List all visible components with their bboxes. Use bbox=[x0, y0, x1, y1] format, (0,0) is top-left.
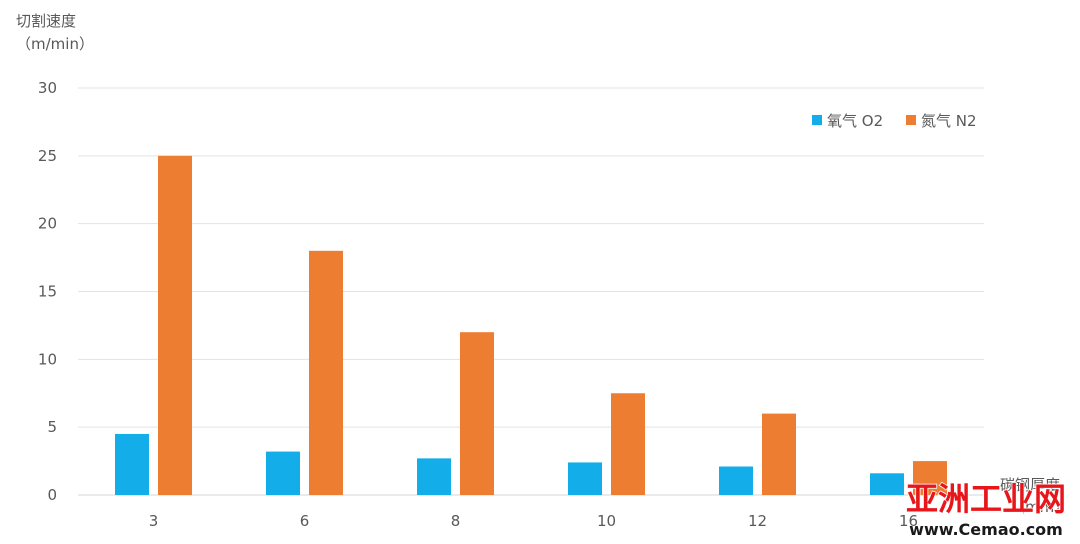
bar-o2-3 bbox=[115, 433, 149, 495]
bars bbox=[115, 155, 947, 496]
y-axis-ticks: 0 5 10 15 20 25 30 bbox=[38, 79, 57, 504]
bar-n2-6 bbox=[309, 250, 343, 495]
x-tick-label: 16 bbox=[899, 512, 918, 530]
legend-swatch-n2 bbox=[906, 115, 916, 125]
x-tick-label: 3 bbox=[149, 512, 159, 530]
watermark-url-text: www.Cemao.com bbox=[909, 520, 1063, 539]
bar-n2-16 bbox=[913, 461, 947, 495]
bar-o2-10 bbox=[568, 462, 602, 495]
x-axis-ticks: 3 6 8 10 12 16 bbox=[149, 512, 918, 530]
legend-label-n2: 氮气 N2 bbox=[921, 112, 977, 130]
legend-swatch-o2 bbox=[812, 115, 822, 125]
bar-n2-12 bbox=[762, 413, 796, 495]
y-axis-title-line1: 切割速度 bbox=[16, 12, 76, 30]
y-tick-label: 10 bbox=[38, 350, 57, 368]
bar-o2-8 bbox=[417, 458, 451, 495]
gridlines bbox=[78, 87, 984, 496]
x-axis-title-line2: （mm） bbox=[1010, 498, 1069, 516]
bar-o2-6 bbox=[266, 451, 300, 495]
legend: 氧气 O2 氮气 N2 bbox=[812, 112, 977, 130]
watermark-main-text: 亚洲工业网 bbox=[906, 480, 1066, 518]
bar-n2-3 bbox=[158, 155, 192, 496]
legend-label-o2: 氧气 O2 bbox=[827, 112, 883, 130]
y-axis-title-line2: （m/min） bbox=[16, 35, 94, 53]
watermark: 亚洲工业网 www.Cemao.com bbox=[905, 479, 1067, 539]
bar-n2-10 bbox=[611, 393, 645, 495]
y-tick-label: 0 bbox=[47, 486, 57, 504]
x-tick-label: 10 bbox=[597, 512, 616, 530]
bar-o2-16 bbox=[870, 473, 904, 495]
y-tick-label: 15 bbox=[38, 283, 57, 301]
y-tick-label: 5 bbox=[47, 418, 57, 436]
x-axis-title-line1: 碳钢厚度 bbox=[1000, 476, 1060, 494]
bar-o2-12 bbox=[719, 466, 753, 495]
y-tick-label: 20 bbox=[38, 215, 57, 233]
x-tick-label: 8 bbox=[451, 512, 461, 530]
x-tick-label: 6 bbox=[300, 512, 310, 530]
x-tick-label: 12 bbox=[748, 512, 767, 530]
bar-n2-8 bbox=[460, 332, 494, 495]
y-tick-label: 30 bbox=[38, 79, 57, 97]
y-tick-label: 25 bbox=[38, 147, 57, 165]
